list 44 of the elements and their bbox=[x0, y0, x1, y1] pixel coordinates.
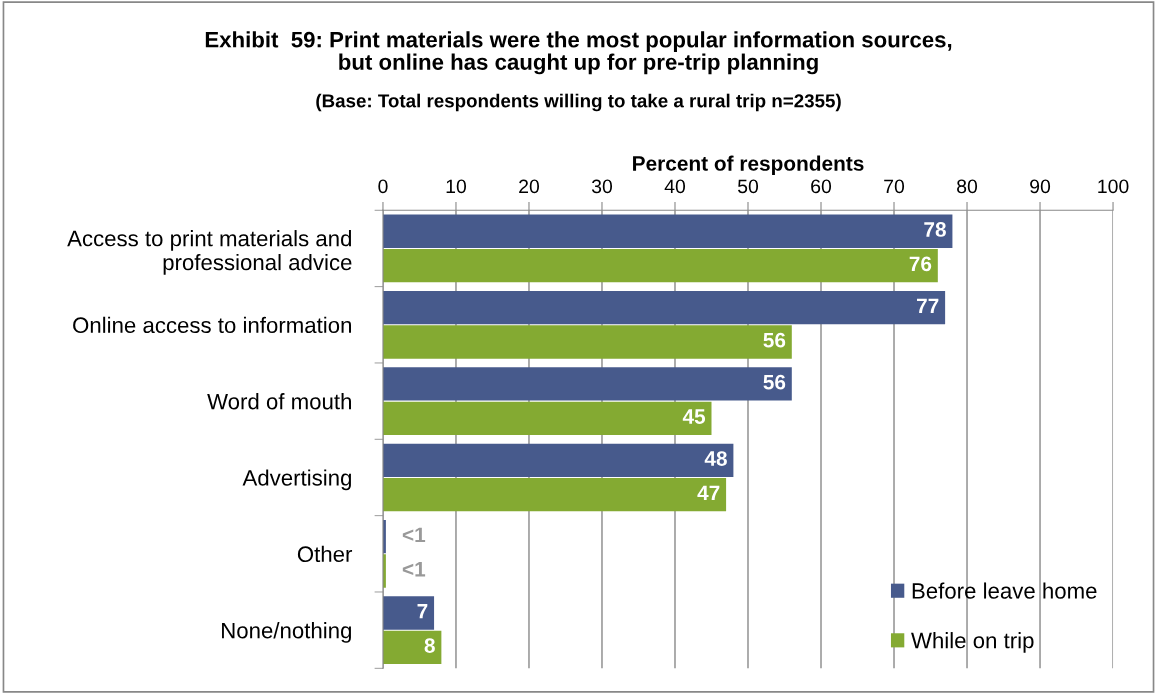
x-tick-label: 10 bbox=[446, 179, 467, 194]
x-tick-label: 70 bbox=[884, 179, 905, 194]
bar bbox=[382, 214, 953, 248]
data-label: <1 bbox=[402, 527, 426, 543]
bar bbox=[382, 596, 435, 630]
bar bbox=[382, 325, 792, 359]
y-tick-label: Word of mouth bbox=[207, 393, 351, 410]
x-tick-label: 50 bbox=[737, 179, 759, 194]
data-label: 45 bbox=[682, 409, 706, 424]
data-label: 76 bbox=[909, 256, 932, 272]
bar bbox=[382, 630, 442, 664]
legend-label: While on trip bbox=[911, 632, 1034, 653]
y-tick-label: None/nothing bbox=[222, 622, 351, 643]
bar bbox=[382, 443, 734, 477]
bar bbox=[382, 290, 946, 325]
data-label: 56 bbox=[763, 374, 786, 390]
bar bbox=[382, 367, 792, 401]
x-tick-label: 0 bbox=[378, 179, 388, 194]
data-label: 78 bbox=[924, 222, 946, 237]
bar bbox=[382, 477, 727, 512]
x-tick-label: 20 bbox=[519, 179, 540, 194]
y-tick-label: Online access to information bbox=[73, 316, 351, 334]
data-label: 47 bbox=[697, 485, 720, 501]
data-label: 77 bbox=[917, 298, 939, 313]
bar bbox=[382, 401, 712, 435]
data-label: 8 bbox=[424, 638, 435, 653]
data-label: 56 bbox=[763, 332, 786, 348]
bar bbox=[382, 248, 938, 283]
y-tick-label: Advertising bbox=[242, 469, 351, 491]
legend-label: Before leave home bbox=[912, 582, 1097, 599]
data-label: 48 bbox=[704, 451, 727, 466]
x-tick-label: 40 bbox=[664, 179, 686, 194]
x-tick-label: 100 bbox=[1098, 179, 1129, 194]
x-tick-label: 60 bbox=[811, 179, 832, 194]
y-tick-label: Other bbox=[297, 545, 353, 563]
y-tick-label: Access to print materials and professional advice bbox=[67, 230, 352, 275]
chart-title: Exhibit 59: Print materials were the most popular information sources, but online has caught up for pre-trip planning bbox=[205, 31, 952, 75]
x-tick-label: 30 bbox=[591, 179, 613, 194]
data-label: 7 bbox=[417, 604, 428, 619]
chart-subtitle: (Base: Total respondents willing to take a rural trip n=2355) bbox=[316, 93, 841, 112]
data-label: <1 bbox=[402, 562, 426, 577]
x-axis-title: Percent of respondents bbox=[633, 155, 864, 175]
x-tick-label: 80 bbox=[957, 179, 978, 194]
x-tick-label: 90 bbox=[1030, 179, 1051, 194]
